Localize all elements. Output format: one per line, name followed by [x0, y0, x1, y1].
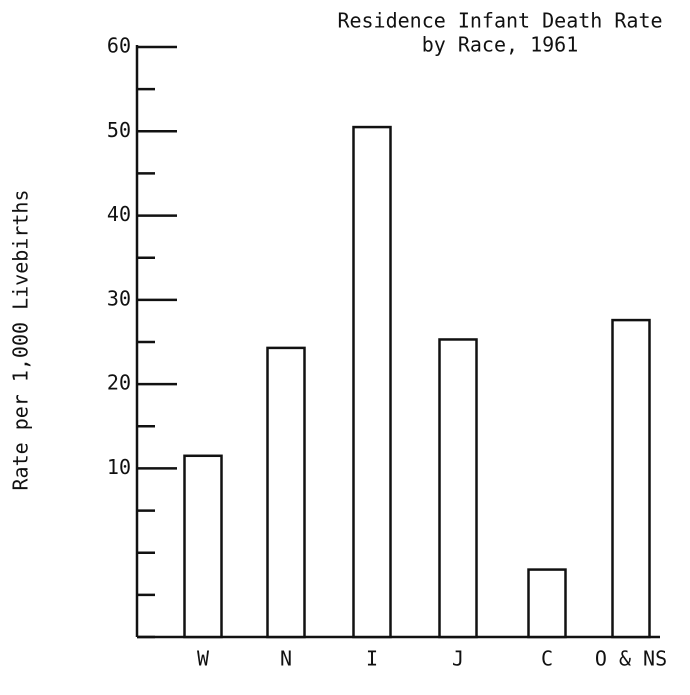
chart-title: Residence Infant Death Rate — [337, 9, 662, 33]
x-tick-label: I — [366, 647, 378, 671]
chart-title: by Race, 1961 — [422, 33, 579, 57]
y-axis-label: Rate per 1,000 Livebirths — [9, 189, 33, 490]
y-tick-label: 50 — [107, 118, 131, 142]
y-tick-label: 30 — [107, 286, 131, 310]
y-tick-label: 60 — [107, 34, 131, 58]
bar — [611, 318, 651, 639]
x-tick-label: C — [541, 647, 553, 671]
bar — [352, 125, 392, 639]
bar — [183, 454, 223, 639]
y-tick-label: 10 — [107, 455, 131, 479]
bar — [527, 568, 567, 639]
x-tick-label: W — [197, 647, 210, 671]
bar — [266, 346, 306, 639]
x-tick-label: O & NS — [595, 647, 667, 671]
y-tick-label: 20 — [107, 371, 131, 395]
x-tick-label: J — [452, 647, 464, 671]
x-tick-label: N — [280, 647, 292, 671]
y-tick-label: 40 — [107, 202, 131, 226]
bar — [438, 338, 478, 639]
